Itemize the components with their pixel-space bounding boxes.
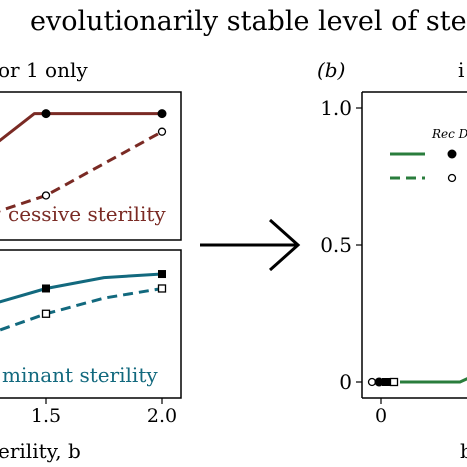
top-left-series-0-marker: [41, 109, 51, 119]
figure-title: evolutionarily stable level of ster: [30, 6, 467, 37]
y-tick-label-0-5: 0.5: [320, 233, 352, 257]
y-tick-label-1-0: 1.0: [320, 96, 352, 120]
top-left-series-1-line: [0, 130, 163, 213]
panel-top-left-plot: [0, 109, 167, 213]
bottom-left-series-0-marker: [42, 284, 50, 293]
top-left-series-0-line: [0, 112, 162, 143]
top-left-series-1-marker: [157, 127, 167, 136]
panel-bottom-left-plot: [0, 270, 167, 332]
y-tick-label-0: 0: [339, 370, 352, 394]
right-panel-header: i: [458, 58, 464, 82]
bottom-left-series-1-marker: [157, 284, 167, 293]
right-panel-letter: (b): [317, 58, 345, 82]
panel-bottom-left-annotation: minant sterility: [2, 363, 158, 387]
x-tick-label-2-0: 2.0: [147, 405, 177, 427]
panel-bottom-left-frame: [0, 249, 182, 399]
right-start-marker-2: [382, 378, 390, 386]
bottom-left-series-1-line: [0, 287, 163, 332]
legend-label-rec: Rec D: [431, 127, 467, 141]
x-tick-label-1-5: 1.5: [31, 405, 61, 427]
panel-top-left-frame: [0, 91, 182, 241]
right-start-marker-0: [367, 377, 377, 387]
bottom-left-series-0-marker: [158, 270, 166, 279]
top-left-series-0-marker: [157, 109, 167, 119]
right-start-marker-3: [389, 377, 399, 387]
x-axis-label-right-fragment: b: [460, 439, 467, 463]
x-axis-label-left: erility, b: [0, 439, 81, 463]
right-start-marker-1: [374, 377, 384, 387]
left-panel-header: or 1 only: [0, 58, 88, 82]
x-tick-label-right-0: 0: [375, 405, 387, 427]
bottom-left-series-1-marker: [41, 309, 51, 318]
panel-top-left-annotation: cessive sterility: [8, 202, 166, 226]
bottom-left-series-0-line: [0, 272, 163, 304]
arrow-icon: [200, 218, 301, 272]
legend-filled-circle: [447, 149, 457, 159]
right-series-0-line: [400, 377, 467, 384]
legend-open-circle: [447, 173, 457, 183]
panel-right-plot: [367, 377, 467, 387]
top-left-series-1-marker: [41, 191, 51, 200]
right-legend: Rec D: [390, 127, 467, 183]
